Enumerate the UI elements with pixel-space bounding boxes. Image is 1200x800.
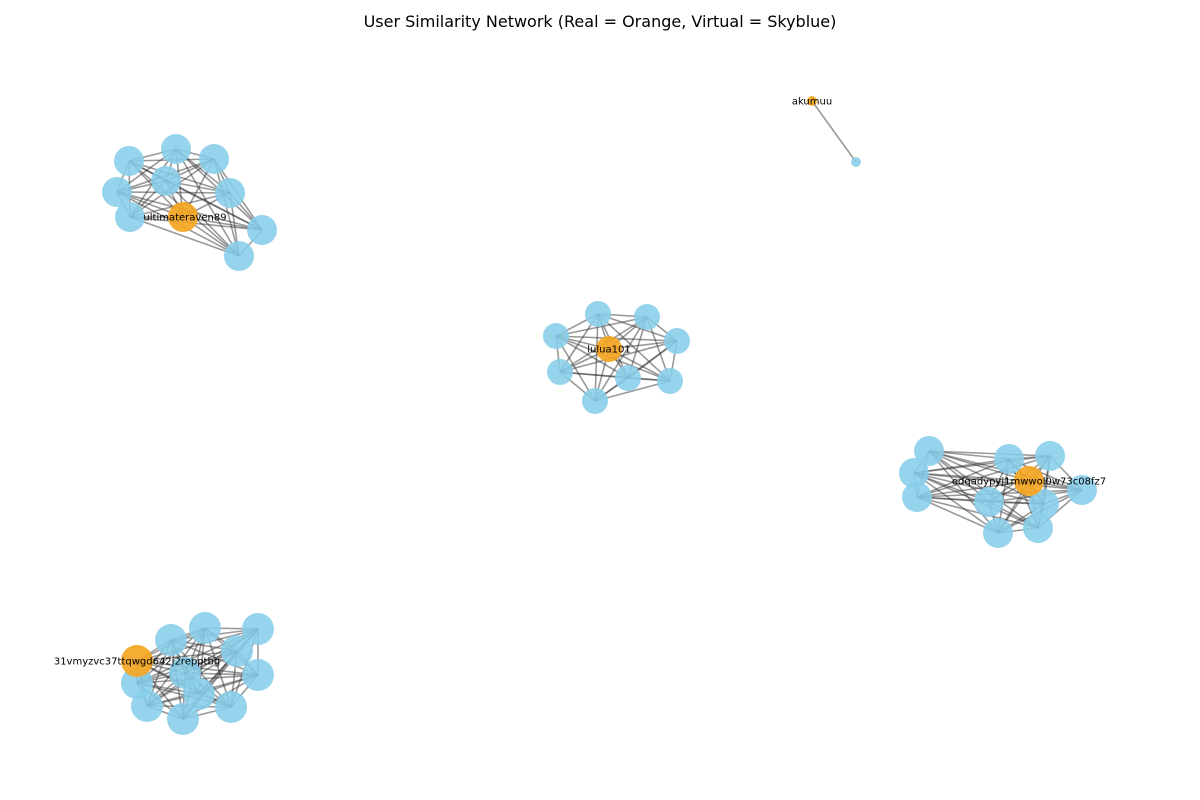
virtual-user-node — [167, 703, 199, 735]
virtual-user-node — [664, 328, 690, 354]
virtual-user-node — [215, 691, 247, 723]
virtual-user-node — [155, 624, 187, 656]
real-user-node — [807, 96, 817, 106]
virtual-user-node — [151, 166, 181, 196]
labels-layer: ultimateraven89 akumuu lulua101 odqadypyj1m… — [54, 97, 1106, 668]
virtual-user-node — [851, 157, 861, 167]
real-user-label: akumuu — [792, 97, 832, 108]
similarity-edge — [811, 100, 857, 163]
similarity-edge — [555, 335, 629, 379]
virtual-user-node — [1023, 513, 1053, 543]
virtual-user-node — [242, 659, 274, 691]
virtual-user-node — [902, 482, 932, 512]
similarity-edge — [913, 472, 999, 534]
similarity-edge — [913, 455, 1051, 474]
real-user-label: odqadypyj1mwwol0w73c08fz7 — [952, 477, 1106, 488]
similarity-edge — [594, 313, 599, 402]
similarity-edge — [594, 316, 648, 402]
similarity-edge — [136, 650, 238, 662]
similarity-edge — [597, 313, 678, 342]
virtual-user-node — [634, 304, 660, 330]
virtual-user-node — [224, 241, 254, 271]
similarity-edge — [916, 496, 1039, 529]
real-user-node — [121, 645, 153, 677]
virtual-user-node — [994, 444, 1024, 474]
virtual-user-node — [115, 202, 145, 232]
virtual-user-node — [543, 323, 569, 349]
similarity-edge — [913, 472, 1045, 505]
real-user-label: lulua101 — [587, 345, 630, 356]
nodes-layer — [102, 96, 1097, 735]
similarity-edge — [913, 472, 1083, 491]
virtual-user-node — [1035, 441, 1065, 471]
similarity-edge — [165, 180, 240, 257]
virtual-user-node — [1029, 489, 1059, 519]
virtual-user-node — [582, 388, 608, 414]
virtual-user-node — [899, 458, 929, 488]
figure-title: User Similarity Network (Real = Orange, … — [363, 12, 837, 31]
virtual-user-node — [189, 612, 221, 644]
virtual-user-node — [983, 518, 1013, 548]
virtual-user-node — [215, 178, 245, 208]
virtual-user-node — [247, 215, 277, 245]
virtual-user-node — [183, 678, 215, 710]
virtual-user-node — [547, 359, 573, 385]
virtual-user-node — [657, 368, 683, 394]
virtual-user-node — [221, 635, 253, 667]
virtual-user-node — [114, 146, 144, 176]
virtual-user-node — [974, 487, 1004, 517]
similarity-edge — [165, 180, 263, 231]
virtual-user-node — [242, 613, 274, 645]
virtual-user-node — [1067, 475, 1097, 505]
virtual-user-node — [102, 177, 132, 207]
virtual-user-node — [585, 301, 611, 327]
real-user-node — [596, 336, 622, 362]
real-user-node — [1014, 466, 1044, 496]
virtual-user-node — [199, 144, 229, 174]
virtual-user-node — [914, 436, 944, 466]
virtual-user-node — [615, 365, 641, 391]
virtual-user-node — [131, 690, 163, 722]
real-user-node — [168, 202, 198, 232]
real-user-label: 31vmyzvc37ttqwgd642j2repptbg — [54, 657, 220, 668]
virtual-user-node — [161, 134, 191, 164]
similarity-edge — [129, 216, 240, 257]
similarity-edge — [928, 450, 1051, 457]
real-user-label: ultimateraven89 — [143, 213, 226, 224]
